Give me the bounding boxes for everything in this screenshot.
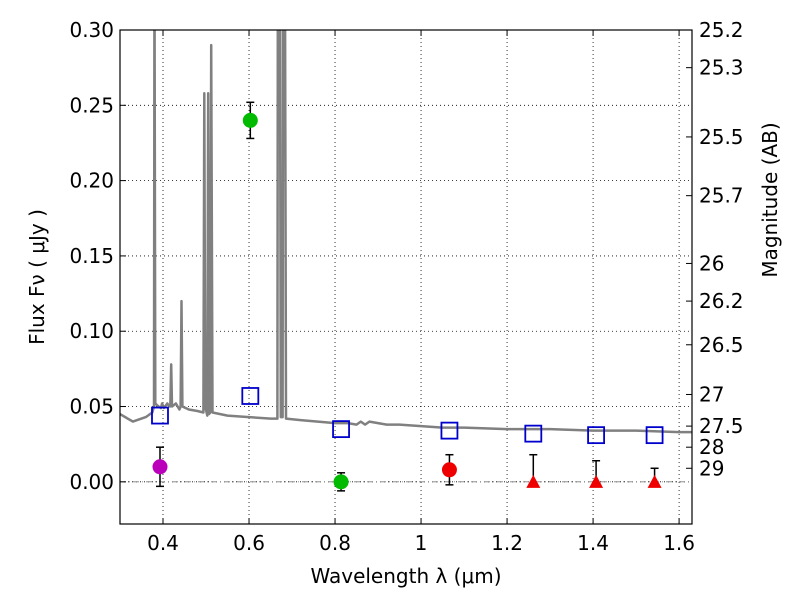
plot-area xyxy=(120,30,692,524)
y-tick-label: 0.00 xyxy=(69,470,114,494)
y2-tick-label: 25.2 xyxy=(699,18,744,42)
model-flux-square xyxy=(587,426,605,445)
x-axis-title: Wavelength λ (μm) xyxy=(310,564,501,588)
y2-tick-label: 28 xyxy=(699,435,724,459)
y-tick-label: 0.10 xyxy=(69,319,114,343)
upper-limit-triangle xyxy=(647,474,662,488)
spectrum-layer xyxy=(120,30,692,434)
x-axis: 0.4 0.6 0.8 1 1.2 1.4 1.6 xyxy=(147,30,695,555)
x-tick-label: 1.4 xyxy=(577,531,609,555)
upper-limit-triangle xyxy=(589,474,604,488)
model-flux-square xyxy=(332,420,350,439)
y2-axis-title: Magnitude (AB) xyxy=(758,122,782,277)
model-flux-square xyxy=(645,426,664,445)
y-tick-label: 0.15 xyxy=(69,244,114,268)
x-tick-label: 0.4 xyxy=(147,531,179,555)
spectrum-line xyxy=(120,30,692,434)
detection-point xyxy=(441,462,457,478)
model-flux-square xyxy=(440,421,459,440)
model-flux-square xyxy=(241,387,260,405)
x-tick-label: 1.2 xyxy=(491,531,523,555)
x-tick-label: 0.8 xyxy=(319,531,351,555)
y2-tick-label: 26 xyxy=(699,251,724,275)
y2-tick-label: 26.2 xyxy=(699,289,744,313)
y-tick-label: 0.25 xyxy=(69,93,114,117)
y-axis: 0.00 0.05 0.10 0.15 0.20 0.25 0.30 xyxy=(69,18,126,494)
detection-point xyxy=(333,474,349,490)
y2-tick-label: 29 xyxy=(699,456,724,480)
detection-point xyxy=(152,459,168,475)
plot-frame xyxy=(119,29,693,525)
y2-tick-label: 25.3 xyxy=(699,56,744,80)
x-tick-label: 1.6 xyxy=(663,531,695,555)
y2-tick-label: 27 xyxy=(699,382,724,406)
x-tick-label: 0.6 xyxy=(233,531,265,555)
y-axis-title: Flux Fν ( μJy ) xyxy=(25,209,49,345)
marker-layer xyxy=(151,101,664,492)
model-flux-square xyxy=(151,406,169,425)
y-tick-label: 0.20 xyxy=(69,169,114,193)
x-tick-label: 1 xyxy=(415,531,428,555)
y-tick-label: 0.30 xyxy=(69,18,114,42)
upper-limit-triangle xyxy=(526,474,541,488)
y2-tick-label: 25.5 xyxy=(699,125,744,149)
y-tick-label: 0.05 xyxy=(69,395,114,419)
y2-tick-label: 27.5 xyxy=(699,414,744,438)
model-flux-square xyxy=(524,424,543,443)
y2-tick-label: 26.5 xyxy=(699,333,744,357)
detection-point xyxy=(242,112,258,128)
y2-tick-label: 25.7 xyxy=(699,184,744,208)
